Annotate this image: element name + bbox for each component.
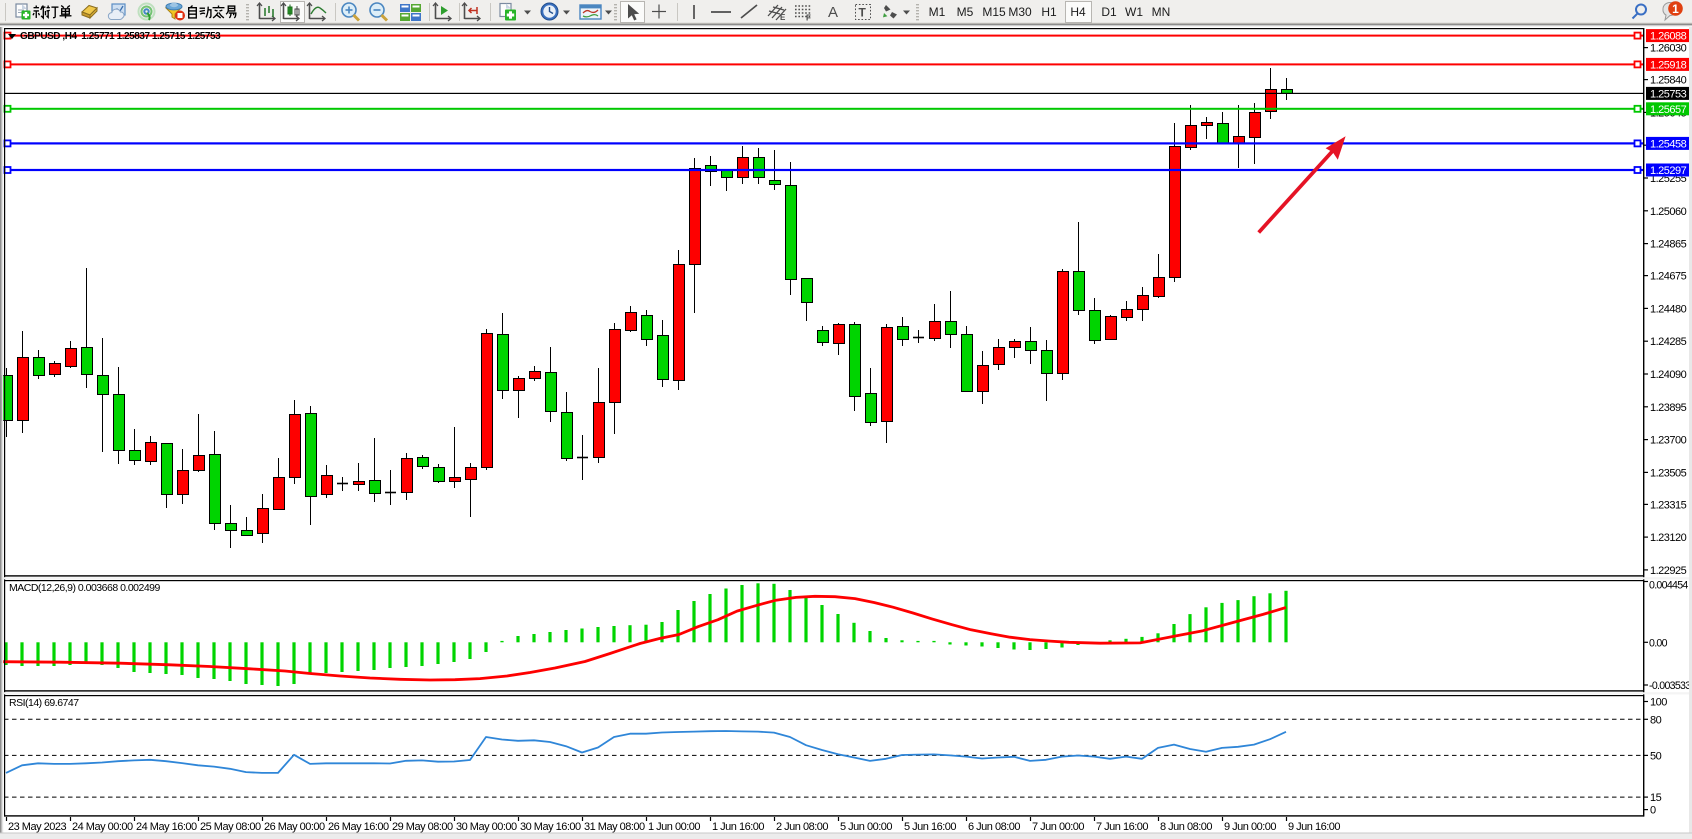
svg-text:1.26030: 1.26030: [1650, 43, 1687, 55]
svg-text:100: 100: [1650, 697, 1667, 709]
svg-text:7 Jun 00:00: 7 Jun 00:00: [1032, 821, 1084, 833]
svg-text:1.24865: 1.24865: [1650, 239, 1687, 251]
svg-text:1.24675: 1.24675: [1650, 271, 1687, 283]
svg-text:9 Jun 00:00: 9 Jun 00:00: [1224, 821, 1276, 833]
svg-text:25 May 08:00: 25 May 08:00: [200, 821, 261, 833]
svg-text:80: 80: [1650, 714, 1662, 726]
svg-text:M15: M15: [982, 5, 1006, 19]
svg-text:M1: M1: [929, 5, 946, 19]
svg-text:GBPUSD ,H4 1.25771 1.25837 1.: GBPUSD ,H4 1.25771 1.25837 1.25715 1.257…: [20, 31, 221, 42]
svg-text:7 Jun 16:00: 7 Jun 16:00: [1096, 821, 1148, 833]
svg-text:1.25060: 1.25060: [1650, 206, 1687, 218]
svg-text:F: F: [806, 14, 811, 23]
svg-text:50: 50: [1650, 750, 1662, 762]
svg-text:1 Jun 16:00: 1 Jun 16:00: [712, 821, 764, 833]
svg-text:1.25918: 1.25918: [1650, 59, 1687, 71]
svg-text:W1: W1: [1125, 5, 1143, 19]
svg-text:RSI(14) 69.6747: RSI(14) 69.6747: [9, 697, 79, 709]
svg-text:30 May 16:00: 30 May 16:00: [520, 821, 581, 833]
svg-text:24 May 00:00: 24 May 00:00: [72, 821, 133, 833]
svg-text:1.23700: 1.23700: [1650, 435, 1687, 447]
svg-text:26 May 00:00: 26 May 00:00: [264, 821, 325, 833]
svg-text:1.24090: 1.24090: [1650, 369, 1687, 381]
svg-text:E: E: [780, 13, 786, 22]
svg-text:30 May 00:00: 30 May 00:00: [456, 821, 517, 833]
svg-text:15: 15: [1650, 792, 1662, 804]
svg-text:1.23895: 1.23895: [1650, 402, 1687, 414]
svg-text:M5: M5: [957, 5, 974, 19]
svg-text:1.23505: 1.23505: [1650, 467, 1687, 479]
svg-text:9 Jun 16:00: 9 Jun 16:00: [1288, 821, 1340, 833]
svg-text:1.23315: 1.23315: [1650, 499, 1687, 511]
svg-text:H1: H1: [1041, 5, 1057, 19]
svg-text:1.26088: 1.26088: [1650, 31, 1687, 43]
svg-text:1 Jun 00:00: 1 Jun 00:00: [648, 821, 700, 833]
svg-text:H4: H4: [1070, 5, 1086, 19]
svg-text:0.004454: 0.004454: [1649, 580, 1688, 592]
svg-text:1.25840: 1.25840: [1650, 75, 1687, 87]
svg-text:T: T: [859, 6, 867, 20]
svg-text:24 May 16:00: 24 May 16:00: [136, 821, 197, 833]
svg-text:1.24480: 1.24480: [1650, 303, 1687, 315]
svg-text:1.25458: 1.25458: [1650, 138, 1687, 150]
svg-text:1.22925: 1.22925: [1650, 565, 1687, 577]
svg-text:1.25753: 1.25753: [1650, 88, 1687, 100]
svg-text:0.00: 0.00: [1649, 637, 1668, 649]
svg-text:2 Jun 08:00: 2 Jun 08:00: [776, 821, 828, 833]
svg-text:5 Jun 16:00: 5 Jun 16:00: [904, 821, 956, 833]
svg-text:MACD(12,26,9) 0.003668 0.00249: MACD(12,26,9) 0.003668 0.002499: [9, 582, 161, 594]
svg-text:1.25657: 1.25657: [1650, 104, 1687, 116]
svg-text:A: A: [828, 4, 838, 21]
svg-text:1: 1: [1672, 2, 1679, 16]
svg-text:1.25297: 1.25297: [1650, 165, 1687, 177]
svg-text:1.23120: 1.23120: [1650, 532, 1687, 544]
svg-text:1.24285: 1.24285: [1650, 336, 1687, 348]
svg-text:M30: M30: [1008, 5, 1032, 19]
svg-text:MN: MN: [1152, 5, 1171, 19]
svg-text:31 May 08:00: 31 May 08:00: [584, 821, 645, 833]
svg-text:6 Jun 08:00: 6 Jun 08:00: [968, 821, 1020, 833]
svg-text:D1: D1: [1101, 5, 1117, 19]
svg-text:8 Jun 08:00: 8 Jun 08:00: [1160, 821, 1212, 833]
svg-text:-0.003533: -0.003533: [1649, 680, 1691, 692]
svg-text:23 May 2023: 23 May 2023: [8, 821, 66, 833]
svg-text:26 May 16:00: 26 May 16:00: [328, 821, 389, 833]
svg-text:0: 0: [1650, 805, 1656, 817]
svg-text:5 Jun 00:00: 5 Jun 00:00: [840, 821, 892, 833]
svg-text:29 May 08:00: 29 May 08:00: [392, 821, 453, 833]
